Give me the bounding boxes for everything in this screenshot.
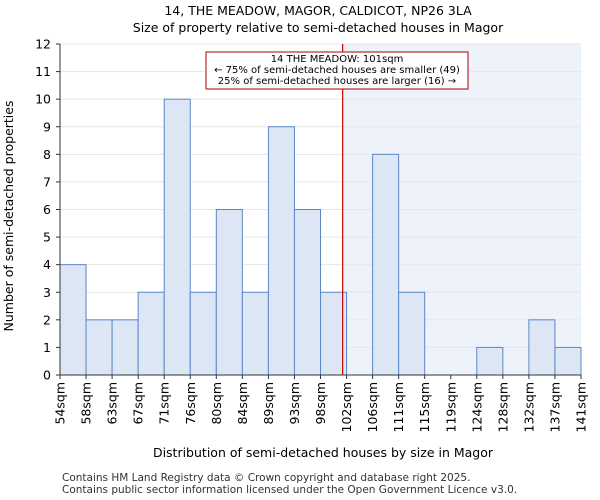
x-tick-label: 71sqm: [157, 382, 172, 425]
x-tick-label: 76sqm: [183, 382, 198, 425]
x-tick-label: 98sqm: [313, 382, 328, 425]
y-tick-label: 9: [43, 119, 51, 134]
x-tick-label: 54sqm: [53, 382, 68, 425]
bar: [59, 264, 87, 376]
bar: [111, 319, 139, 376]
bar: [293, 209, 322, 376]
annotation-text: 25% of semi-detached houses are larger (…: [218, 76, 456, 87]
bar: [215, 209, 243, 376]
y-tick-label: 6: [43, 202, 51, 217]
bar: [398, 291, 426, 376]
y-tick-label: 2: [43, 312, 51, 327]
y-axis-label: Number of semi-detached properties: [1, 101, 16, 332]
x-tick-label: 141sqm: [574, 382, 589, 432]
bar: [372, 153, 400, 376]
x-tick-label: 63sqm: [105, 382, 120, 425]
x-tick-label: 102sqm: [339, 382, 354, 432]
x-axis-label: Distribution of semi-detached houses by …: [153, 445, 494, 460]
x-tick-label: 80sqm: [209, 382, 224, 425]
y-tick-label: 8: [43, 147, 51, 162]
y-tick-label: 1: [43, 340, 51, 355]
y-tick-label: 5: [43, 230, 51, 245]
bar: [554, 346, 582, 376]
bar: [267, 126, 295, 376]
x-tick-label: 132sqm: [521, 382, 536, 432]
x-tick-label: 84sqm: [235, 382, 250, 425]
x-tick-label: 128sqm: [495, 382, 510, 432]
y-tick-label: 11: [35, 64, 51, 79]
x-tick-label: 93sqm: [287, 382, 302, 425]
chart-title: 14, THE MEADOW, MAGOR, CALDICOT, NP26 3L…: [164, 3, 472, 18]
bar: [85, 319, 113, 376]
bar: [137, 291, 165, 376]
x-tick-label: 119sqm: [443, 382, 458, 432]
bar: [189, 291, 217, 376]
y-tick-label: 0: [43, 368, 51, 383]
annotation-box: [205, 51, 469, 90]
y-tick-label: 4: [43, 257, 51, 272]
x-tick-label: 67sqm: [131, 382, 146, 425]
bar: [528, 319, 556, 376]
x-tick-label: 58sqm: [79, 382, 94, 425]
x-tick-label: 137sqm: [547, 382, 562, 432]
x-tick-label: 111sqm: [391, 382, 406, 432]
annotation-text: ← 75% of semi-detached houses are smalle…: [214, 65, 460, 76]
y-tick-label: 12: [35, 37, 51, 52]
x-tick-label: 124sqm: [469, 382, 484, 432]
bar: [241, 291, 269, 376]
x-tick-label: 89sqm: [261, 382, 276, 425]
y-tick-label: 7: [43, 174, 51, 189]
y-tick-label: 3: [43, 285, 51, 300]
y-tick-label: 10: [35, 92, 51, 107]
annotation-text: 14 THE MEADOW: 101sqm: [271, 54, 404, 65]
x-tick-label: 106sqm: [365, 382, 380, 432]
chart-subtitle: Size of property relative to semi-detach…: [133, 20, 504, 35]
footer-licence: Contains public sector information licen…: [62, 484, 518, 496]
x-tick-label: 115sqm: [417, 382, 432, 432]
bar: [476, 346, 504, 376]
bar: [163, 98, 191, 376]
footer-copyright: Contains HM Land Registry data © Crown c…: [62, 472, 471, 484]
